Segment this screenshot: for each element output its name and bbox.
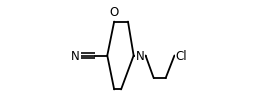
Text: N: N (71, 50, 80, 62)
Text: O: O (110, 6, 119, 19)
Text: N: N (135, 50, 144, 62)
Text: Cl: Cl (176, 50, 187, 62)
